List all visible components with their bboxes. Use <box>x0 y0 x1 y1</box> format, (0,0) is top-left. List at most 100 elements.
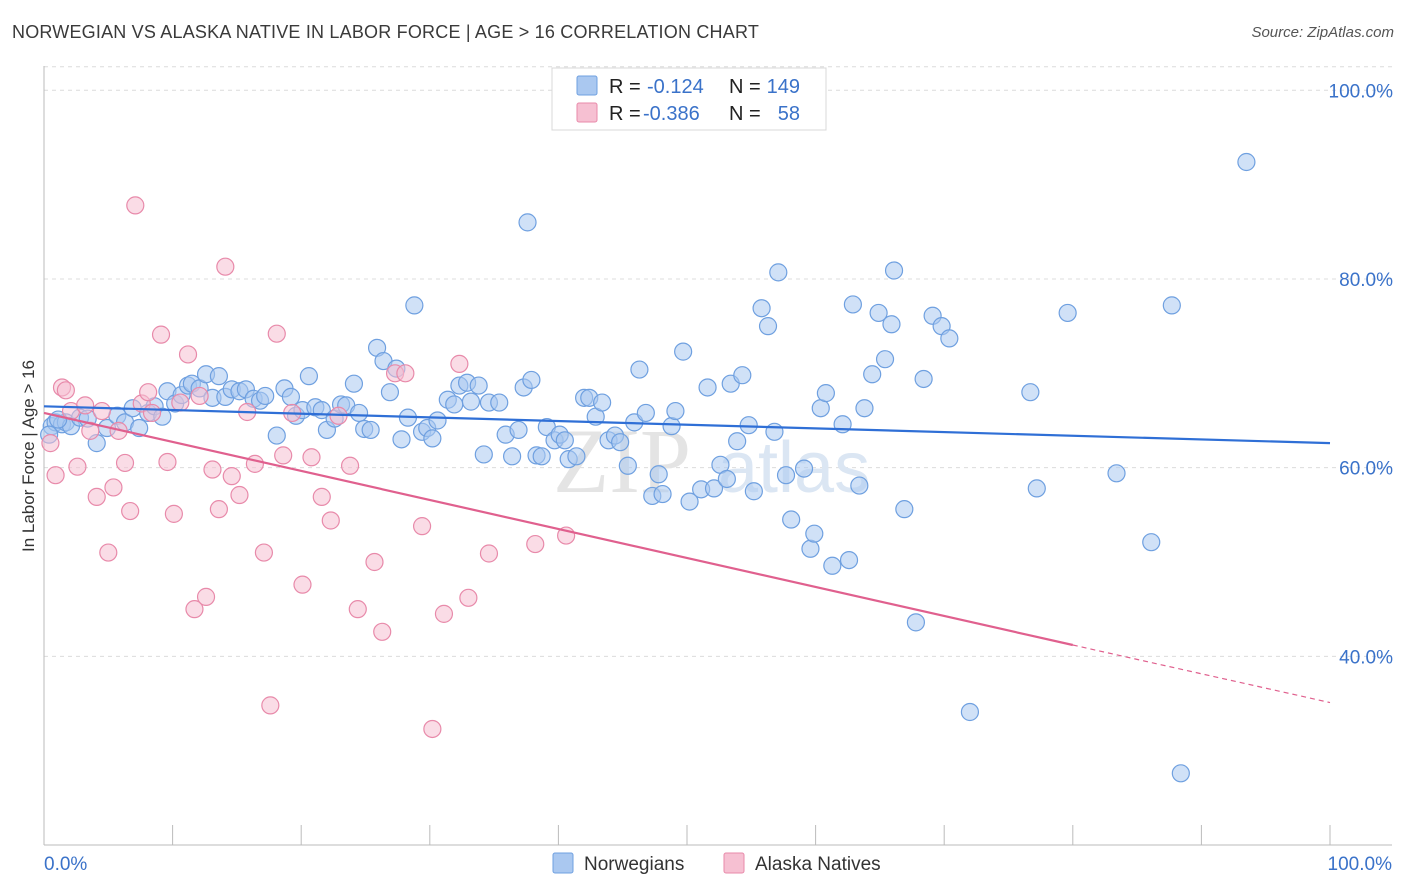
legend-n-label: N = <box>729 76 761 98</box>
data-point <box>522 370 541 390</box>
data-point <box>281 387 301 406</box>
data-point <box>882 315 901 334</box>
data-point <box>92 401 111 421</box>
data-point <box>758 317 778 336</box>
data-point <box>115 453 135 473</box>
data-point <box>299 367 319 386</box>
data-point <box>914 369 933 389</box>
data-point <box>185 600 204 619</box>
data-point <box>158 452 177 472</box>
data-point <box>1058 303 1077 323</box>
data-point <box>509 420 528 440</box>
y-tick-label: 80.0% <box>1339 270 1393 291</box>
data-point <box>674 342 693 361</box>
data-point <box>412 517 432 536</box>
data-point <box>805 524 824 543</box>
data-point <box>312 487 331 506</box>
data-point <box>396 364 415 383</box>
data-point <box>209 367 228 386</box>
data-point <box>365 552 384 572</box>
data-point <box>349 403 369 423</box>
data-point <box>863 365 882 384</box>
data-point <box>782 510 801 529</box>
data-point <box>555 431 574 450</box>
data-point <box>302 448 321 467</box>
trend-layer <box>43 405 1331 704</box>
data-point <box>171 393 190 412</box>
data-point <box>1027 479 1046 498</box>
data-point <box>474 445 493 464</box>
data-point <box>423 429 442 448</box>
data-point <box>611 433 630 452</box>
trend-line-extension <box>1072 644 1331 704</box>
data-point <box>434 604 454 623</box>
series-norwegians <box>40 152 1256 783</box>
data-point <box>68 457 87 476</box>
data-point <box>139 383 158 402</box>
data-point <box>653 484 672 504</box>
data-point <box>940 329 959 348</box>
data-point <box>450 354 469 373</box>
data-point <box>518 213 537 232</box>
data-point <box>503 447 522 466</box>
data-point <box>680 492 699 511</box>
data-point <box>380 383 400 402</box>
data-point <box>895 500 914 519</box>
data-point <box>1162 296 1181 315</box>
gridlines <box>44 66 1392 657</box>
data-point <box>340 456 360 475</box>
legend-r-label: R = <box>609 103 641 125</box>
data-point <box>884 261 904 280</box>
data-point <box>142 403 162 423</box>
data-point <box>823 556 842 575</box>
data-point <box>164 504 183 523</box>
data-point <box>801 539 820 558</box>
data-point <box>267 426 286 445</box>
data-point <box>733 366 752 385</box>
legend-swatch-norwegians <box>576 75 598 96</box>
legend-swatch-alaska-natives <box>576 102 598 123</box>
data-point <box>666 401 685 421</box>
data-point <box>704 479 724 498</box>
trend-line <box>43 411 1074 647</box>
legend-r-label: R = <box>609 76 641 98</box>
data-point <box>526 534 545 554</box>
data-point <box>99 543 118 562</box>
data-point <box>752 299 771 318</box>
data-point <box>216 257 235 276</box>
data-point <box>41 434 60 453</box>
data-point <box>744 482 763 501</box>
data-point <box>843 295 862 314</box>
data-point <box>423 719 442 739</box>
data-point <box>816 384 835 403</box>
data-point <box>960 702 980 722</box>
chart-title: NORWEGIAN VS ALASKA NATIVE IN LABOR FORC… <box>12 22 760 42</box>
chart-source: Source: ZipAtlas.com <box>1251 24 1394 41</box>
data-point <box>776 466 796 485</box>
data-point <box>293 575 312 594</box>
data-point <box>445 395 464 414</box>
data-point <box>126 196 145 215</box>
data-point <box>373 622 392 641</box>
bottom-legend-label-norwegians: Norwegians <box>584 854 684 875</box>
data-point <box>618 456 637 475</box>
data-point <box>662 417 681 436</box>
data-point <box>428 411 447 430</box>
data-point <box>850 476 869 495</box>
data-point <box>361 420 380 440</box>
data-point <box>875 350 895 369</box>
data-point <box>56 381 75 400</box>
y-tick-label: 60.0% <box>1339 459 1393 480</box>
points-layer <box>40 152 1256 783</box>
data-point <box>698 378 717 397</box>
data-point <box>46 466 65 485</box>
data-point <box>230 485 249 505</box>
data-point <box>344 374 364 393</box>
data-point <box>490 393 509 412</box>
axes <box>43 66 1392 846</box>
series-alaska-natives <box>41 196 576 739</box>
data-point <box>1171 764 1190 783</box>
data-point <box>649 465 668 484</box>
legend-n-value: 149 <box>767 76 800 98</box>
data-point <box>254 543 274 562</box>
